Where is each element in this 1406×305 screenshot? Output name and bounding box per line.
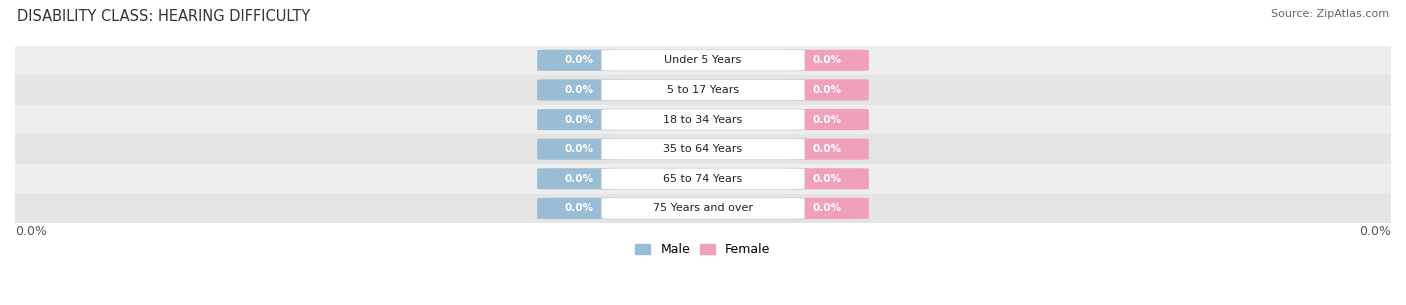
Text: 0.0%: 0.0% (564, 203, 593, 213)
FancyBboxPatch shape (537, 79, 620, 101)
Text: 0.0%: 0.0% (564, 174, 593, 184)
Text: 18 to 34 Years: 18 to 34 Years (664, 115, 742, 124)
Text: 0.0%: 0.0% (564, 85, 593, 95)
Text: 5 to 17 Years: 5 to 17 Years (666, 85, 740, 95)
FancyBboxPatch shape (537, 138, 620, 160)
Text: 0.0%: 0.0% (813, 55, 842, 65)
Text: DISABILITY CLASS: HEARING DIFFICULTY: DISABILITY CLASS: HEARING DIFFICULTY (17, 9, 311, 24)
FancyBboxPatch shape (602, 109, 804, 130)
FancyBboxPatch shape (786, 79, 869, 101)
FancyBboxPatch shape (537, 198, 620, 219)
Text: 0.0%: 0.0% (1360, 225, 1391, 238)
Text: 0.0%: 0.0% (813, 85, 842, 95)
Text: 0.0%: 0.0% (564, 115, 593, 124)
Bar (15, 45, 1391, 75)
FancyBboxPatch shape (786, 138, 869, 160)
Text: 65 to 74 Years: 65 to 74 Years (664, 174, 742, 184)
FancyBboxPatch shape (602, 138, 804, 160)
Text: 0.0%: 0.0% (564, 55, 593, 65)
FancyBboxPatch shape (602, 79, 804, 101)
Text: Under 5 Years: Under 5 Years (665, 55, 741, 65)
Text: 0.0%: 0.0% (564, 144, 593, 154)
Legend: Male, Female: Male, Female (636, 243, 770, 256)
Bar (15, 105, 1391, 135)
FancyBboxPatch shape (786, 109, 869, 130)
FancyBboxPatch shape (786, 198, 869, 219)
FancyBboxPatch shape (602, 198, 804, 219)
Bar (15, 164, 1391, 194)
FancyBboxPatch shape (786, 50, 869, 71)
FancyBboxPatch shape (537, 109, 620, 130)
Text: 0.0%: 0.0% (813, 144, 842, 154)
FancyBboxPatch shape (537, 168, 620, 189)
Text: 35 to 64 Years: 35 to 64 Years (664, 144, 742, 154)
FancyBboxPatch shape (537, 50, 620, 71)
Text: Source: ZipAtlas.com: Source: ZipAtlas.com (1271, 9, 1389, 19)
Bar (15, 135, 1391, 164)
Text: 0.0%: 0.0% (15, 225, 46, 238)
Text: 0.0%: 0.0% (813, 174, 842, 184)
FancyBboxPatch shape (786, 168, 869, 189)
FancyBboxPatch shape (602, 168, 804, 189)
Text: 75 Years and over: 75 Years and over (652, 203, 754, 213)
Text: 0.0%: 0.0% (813, 203, 842, 213)
Bar (15, 75, 1391, 105)
FancyBboxPatch shape (602, 50, 804, 71)
Text: 0.0%: 0.0% (813, 115, 842, 124)
Bar (15, 194, 1391, 223)
